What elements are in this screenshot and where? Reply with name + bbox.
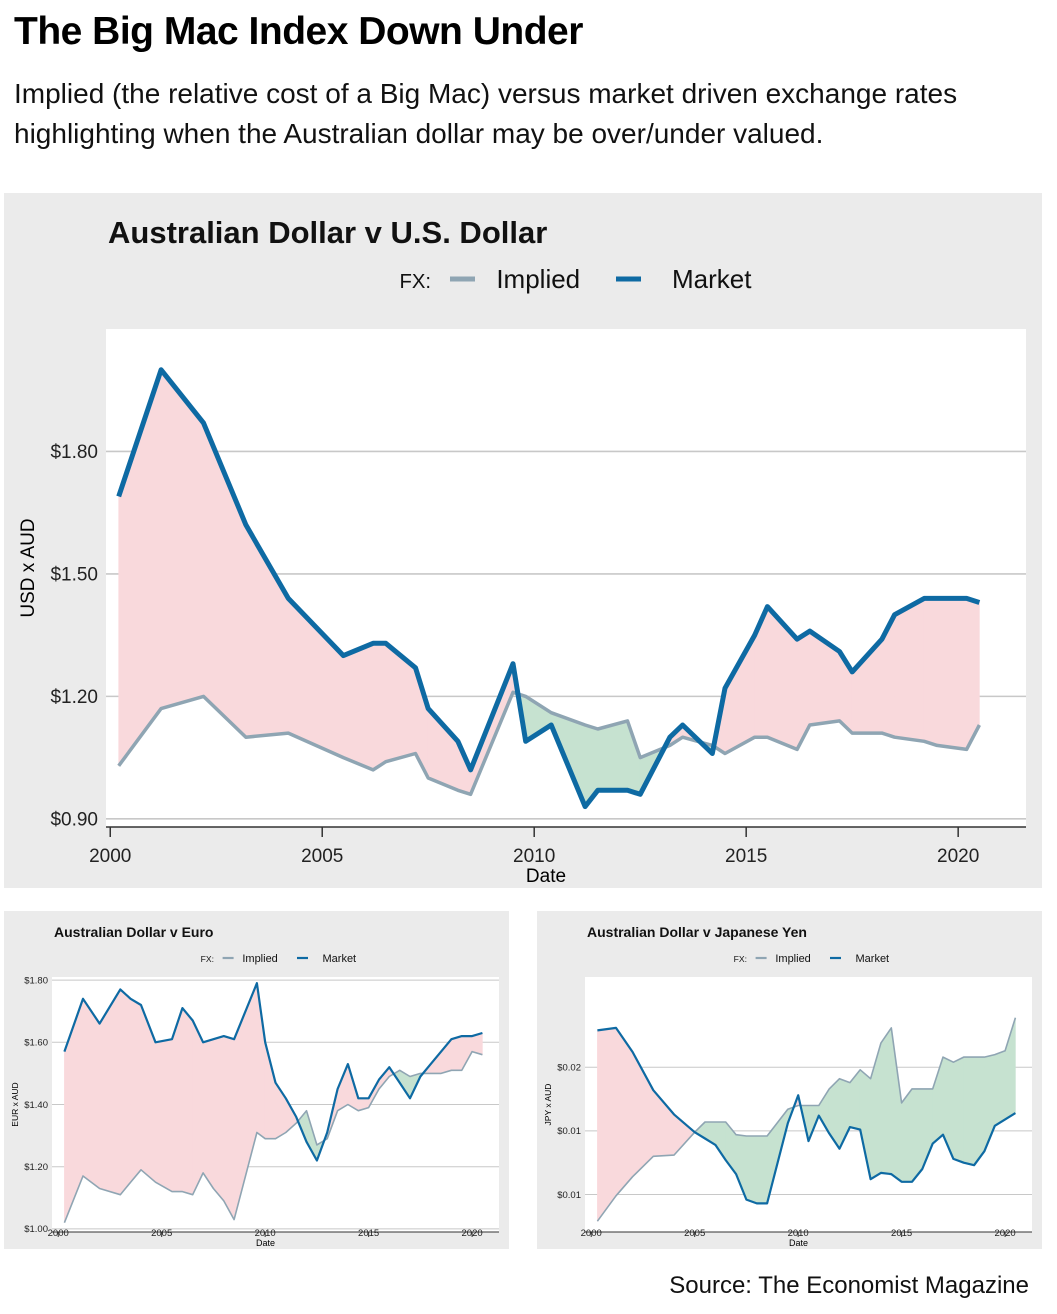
x-tick-label: 2010 bbox=[255, 1228, 276, 1239]
legend-implied-label: Implied bbox=[496, 264, 580, 294]
y-tick-label: $1.20 bbox=[50, 687, 98, 708]
x-tick-label: 2000 bbox=[89, 846, 131, 867]
y-axis-label: EUR x AUD bbox=[10, 1082, 20, 1126]
chart-title: Australian Dollar v Japanese Yen bbox=[587, 924, 807, 940]
x-tick-label: 2020 bbox=[995, 1228, 1016, 1239]
page-subtitle: Implied (the relative cost of a Big Mac)… bbox=[14, 78, 958, 149]
overvalued-area bbox=[130, 998, 142, 1184]
market-line bbox=[116, 367, 981, 810]
implied-line bbox=[117, 690, 981, 797]
y-tick-label: $1.40 bbox=[24, 1100, 48, 1111]
y-tick-label: $0.01 bbox=[557, 1126, 581, 1137]
usd-chart: 2000 2005 2010 2015 2020 $0.90 $1.20 $1.50 $1.80… bbox=[18, 215, 1026, 887]
overvalued-area bbox=[894, 597, 925, 742]
x-tick-label: 2005 bbox=[301, 846, 343, 867]
market-line bbox=[63, 982, 483, 1162]
jpy-chart: 2000 2005 2010 2015 2020 $0.01 $0.01 $0.02 Date J… bbox=[543, 924, 1032, 1248]
legend-market-label: Market bbox=[856, 953, 890, 965]
shading-group bbox=[118, 368, 980, 808]
eur-chart: 2000 2005 2010 2015 2020 $1.00 $1.20 $1.40 $1.60… bbox=[10, 924, 499, 1248]
y-tick-label: $0.02 bbox=[557, 1063, 581, 1074]
x-tick-label: 2010 bbox=[513, 846, 555, 867]
undervalued-area bbox=[973, 1056, 985, 1167]
x-tick-label: 2000 bbox=[581, 1228, 602, 1239]
overvalued-area bbox=[182, 1007, 193, 1196]
x-tick-label: 2015 bbox=[891, 1228, 912, 1239]
overvalued-area bbox=[120, 988, 131, 1196]
eur-chart-panel: 2000 2005 2010 2015 2020 $1.00 $1.20 $1.40 $1.60… bbox=[4, 911, 509, 1249]
undervalued-area bbox=[994, 1050, 1006, 1127]
x-tick-label: 2010 bbox=[788, 1228, 809, 1239]
overvalued-area bbox=[451, 1035, 463, 1071]
legend-title: FX: bbox=[399, 271, 431, 293]
x-axis-label: Date bbox=[789, 1238, 808, 1248]
legend-implied-label: Implied bbox=[775, 953, 810, 965]
x-axis-label: Date bbox=[526, 866, 566, 887]
y-tick-label: $1.60 bbox=[24, 1038, 48, 1049]
x-tick-label: 2005 bbox=[684, 1228, 705, 1239]
overvalued-area bbox=[936, 598, 967, 750]
y-tick-label: $0.01 bbox=[557, 1190, 581, 1201]
source-note: Source: The Economist Magazine bbox=[669, 1272, 1029, 1299]
chart-title: Australian Dollar v Euro bbox=[54, 924, 213, 940]
undervalued-area bbox=[746, 1135, 758, 1204]
overvalued-area bbox=[372, 642, 387, 771]
chart-title: Australian Dollar v U.S. Dollar bbox=[108, 215, 547, 250]
overvalued-area bbox=[155, 1038, 173, 1193]
overvalued-area bbox=[160, 368, 204, 709]
legend-title: FX: bbox=[201, 954, 214, 964]
undervalued-area bbox=[756, 1135, 768, 1204]
overvalued-area bbox=[343, 642, 374, 771]
legend-market-label: Market bbox=[323, 953, 357, 965]
y-tick-label: $1.80 bbox=[24, 975, 48, 986]
overvalued-area bbox=[192, 1020, 204, 1195]
undervalued-area bbox=[597, 720, 628, 791]
legend-title: FX: bbox=[734, 954, 747, 964]
shading-group bbox=[64, 983, 483, 1223]
overvalued-area bbox=[202, 1038, 214, 1190]
overvalued-area bbox=[82, 997, 100, 1190]
y-tick-label: $0.90 bbox=[50, 809, 98, 830]
y-tick-label: $1.50 bbox=[50, 565, 98, 586]
overvalued-area bbox=[615, 1026, 633, 1197]
usd-chart-panel: 2000 2005 2010 2015 2020 $0.90 $1.20 $1.50 $1.80… bbox=[4, 193, 1042, 888]
x-tick-label: 2000 bbox=[48, 1228, 69, 1239]
y-tick-label: $1.80 bbox=[50, 442, 98, 463]
x-tick-label: 2015 bbox=[725, 846, 767, 867]
implied-line bbox=[596, 1017, 1017, 1222]
undervalued-area bbox=[911, 1088, 923, 1183]
x-axis-label: Date bbox=[256, 1238, 275, 1248]
shading-group bbox=[597, 1017, 1016, 1223]
y-axis-label: USD x AUD bbox=[18, 518, 39, 617]
implied-line bbox=[63, 1050, 483, 1223]
page-title: The Big Mac Index Down Under bbox=[14, 10, 583, 53]
y-tick-label: $1.00 bbox=[24, 1224, 48, 1235]
overvalued-area bbox=[223, 1035, 235, 1220]
market-line bbox=[597, 1026, 1016, 1205]
x-tick-label: 2015 bbox=[358, 1228, 379, 1239]
x-tick-label: 2020 bbox=[937, 846, 979, 867]
x-tick-label: 2020 bbox=[462, 1228, 483, 1239]
overvalued-area bbox=[923, 598, 938, 746]
x-tick-label: 2005 bbox=[151, 1228, 172, 1239]
overvalued-area bbox=[213, 1035, 225, 1202]
legend-market-label: Market bbox=[672, 264, 752, 294]
legend-implied-label: Implied bbox=[242, 953, 277, 965]
undervalued-area bbox=[953, 1056, 965, 1164]
jpy-chart-panel: 2000 2005 2010 2015 2020 $0.01 $0.01 $0.02 Date J… bbox=[537, 911, 1042, 1249]
overvalued-area bbox=[597, 1027, 617, 1223]
y-tick-label: $1.20 bbox=[24, 1162, 48, 1173]
y-axis-label: JPY x AUD bbox=[543, 1084, 553, 1126]
undervalued-area bbox=[963, 1056, 975, 1166]
undervalued-area bbox=[901, 1087, 913, 1183]
undervalued-area bbox=[880, 1026, 892, 1175]
